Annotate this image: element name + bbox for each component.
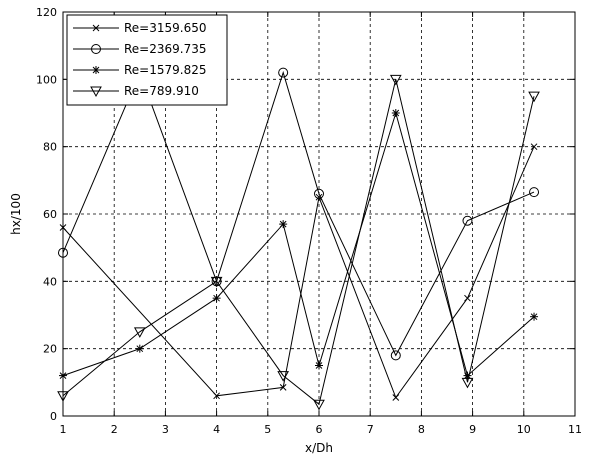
data-point-triangle-down [528, 91, 540, 103]
data-point-circle [462, 215, 473, 226]
y-tick-label: 0 [50, 410, 57, 423]
data-point-star [391, 109, 400, 117]
data-point-triangle-down [313, 399, 325, 411]
y-tick-label: 80 [43, 141, 57, 154]
y-tick-label: 60 [43, 208, 57, 221]
data-point-circle [278, 67, 289, 78]
x-tick-label: 3 [162, 423, 169, 436]
x-tick-label: 7 [367, 423, 374, 436]
data-point-x [92, 24, 100, 32]
legend: Re=3159.650 Re=2369.735 Re=1579.825 Re=789.… [66, 14, 228, 106]
data-point-triangle-down [389, 74, 402, 86]
legend-label: Re=3159.650 [124, 21, 207, 35]
series-line [62, 79, 535, 406]
legend-item: Re=1579.825 [73, 63, 207, 77]
data-point-circle [314, 188, 324, 199]
y-tick-label: 40 [43, 275, 57, 288]
data-point-star [212, 294, 221, 303]
x-tick-label: 2 [111, 423, 118, 436]
data-point-star [135, 344, 144, 353]
data-point-x [279, 384, 287, 391]
data-point-star [279, 220, 288, 229]
legend-item: Re=2369.735 [73, 42, 207, 56]
y-tick-label: 20 [43, 343, 57, 356]
y-axis-title: hx/100 [9, 193, 23, 235]
data-point-star [315, 361, 323, 370]
data-point-x [213, 392, 220, 400]
legend-box [66, 14, 228, 106]
data-point-triangle-down [277, 371, 290, 382]
x-tick-label: 11 [568, 423, 582, 436]
x-tick-label: 9 [469, 423, 476, 436]
data-point-triangle-down [461, 377, 474, 389]
data-point-star [530, 312, 539, 321]
data-point-triangle-down [133, 327, 146, 338]
data-point-circle [91, 44, 101, 54]
series-layer [57, 67, 540, 411]
ticks: 1 2 3 4 5 6 7 8 9 10 11 0 20 40 60 80 100 120 [36, 6, 582, 436]
legend-item: Re=3159.650 [73, 21, 207, 35]
legend-label: Re=1579.825 [124, 63, 207, 77]
data-point-triangle-down [90, 86, 102, 98]
y-tick-label: 100 [36, 73, 57, 86]
x-tick-label: 5 [264, 423, 271, 436]
legend-label: Re=2369.735 [124, 42, 207, 56]
data-point-triangle-down [210, 276, 223, 288]
x-tick-label: 8 [418, 423, 425, 436]
x-tick-label: 6 [316, 423, 323, 436]
data-point-star [92, 66, 100, 74]
x-tick-label: 10 [517, 423, 531, 436]
data-point-circle [390, 350, 401, 361]
x-tick-label: 1 [60, 423, 67, 436]
legend-item: Re=789.910 [73, 84, 199, 98]
data-point-x [392, 394, 400, 401]
data-point-x [530, 143, 538, 151]
x-tick-label: 4 [213, 423, 220, 436]
data-point-x [464, 294, 471, 302]
series-line [62, 70, 535, 357]
legend-label: Re=789.910 [124, 84, 199, 98]
data-point-circle [529, 187, 540, 198]
y-tick-label: 120 [36, 6, 57, 19]
x-axis-title: x/Dh [305, 441, 333, 455]
